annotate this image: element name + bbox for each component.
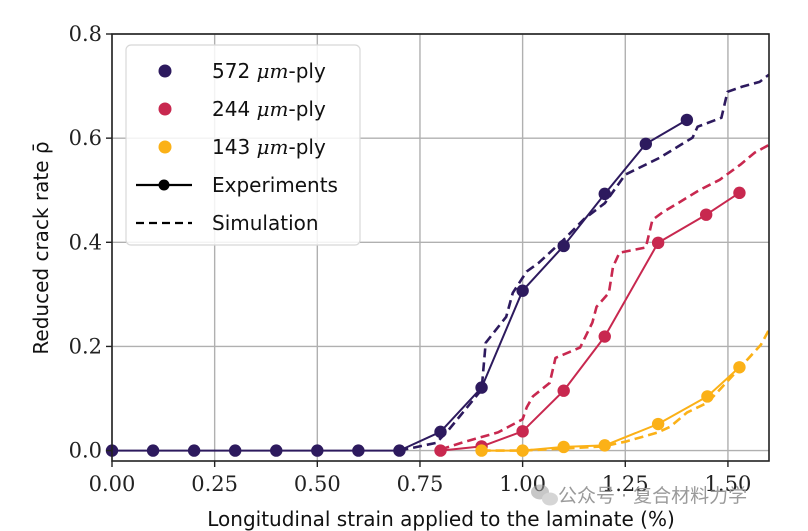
data-point — [516, 425, 529, 438]
data-point — [651, 417, 665, 431]
legend-marker — [158, 102, 172, 116]
x-tick-label: 1.50 — [705, 472, 752, 496]
watermark: 公众号 · 复合材料力学 — [531, 484, 747, 507]
data-point — [393, 444, 406, 457]
data-point — [701, 390, 714, 403]
y-tick-label: 0.6 — [69, 126, 102, 150]
data-point — [733, 361, 746, 374]
data-point — [516, 444, 529, 457]
x-tick-label: 0.50 — [294, 472, 341, 496]
data-point — [228, 444, 242, 457]
legend-marker — [158, 179, 170, 191]
legend-box — [125, 44, 361, 246]
series-line — [481, 366, 741, 452]
x-tick-label: 0.25 — [191, 472, 238, 496]
data-point — [352, 444, 365, 457]
legend: 572 μm-ply 244 μm-ply 143 μm-ply Experiment… — [125, 44, 361, 246]
data-point — [311, 444, 324, 457]
legend-item: Experiments — [136, 173, 338, 197]
data-point — [699, 208, 713, 221]
data-point — [475, 444, 488, 457]
legend-label: 244 μm-ply — [212, 97, 326, 121]
data-point — [557, 384, 570, 397]
data-point — [270, 444, 283, 457]
legend-label: 143 μm-ply — [212, 135, 326, 159]
data-point — [598, 330, 611, 343]
series-layer — [105, 73, 771, 457]
legend-label: Simulation — [212, 211, 319, 235]
series-244-m-ply-simulation — [440, 143, 770, 451]
series-line — [440, 191, 740, 452]
legend-marker — [158, 140, 172, 154]
legend-item: Simulation — [136, 211, 319, 235]
legend-item: 572 μm-ply — [158, 59, 326, 83]
series-572-m-ply-simulation — [399, 73, 770, 452]
series-143-m-ply-experiments — [475, 361, 746, 457]
data-point — [639, 137, 653, 151]
x-tick-label: 0.00 — [89, 472, 136, 496]
series-line — [399, 73, 770, 452]
wechat-icon — [531, 484, 558, 506]
legend-item: 143 μm-ply — [158, 135, 326, 159]
data-point — [598, 187, 611, 201]
watermark-text: 公众号 · 复合材料力学 — [558, 485, 747, 507]
data-point — [475, 381, 488, 394]
data-point — [146, 444, 160, 457]
data-point — [516, 284, 529, 297]
series-572-m-ply-experiments — [105, 113, 694, 457]
y-tick-label: 0.0 — [69, 439, 102, 463]
legend-marker — [158, 64, 172, 78]
data-point — [434, 425, 447, 439]
x-tick-label: 1.25 — [602, 472, 649, 496]
series-244-m-ply-experiments — [434, 186, 746, 457]
x-tick-label: 0.75 — [397, 472, 444, 496]
y-axis-ticks: 0.0 0.2 0.4 0.6 0.8 — [69, 22, 112, 463]
y-tick-label: 0.4 — [69, 230, 102, 254]
plot-frame — [111, 33, 770, 462]
data-point — [598, 439, 611, 452]
series-line — [440, 143, 770, 451]
data-point — [434, 444, 447, 457]
legend-label: Experiments — [212, 173, 338, 197]
legend-item: 244 μm-ply — [158, 97, 326, 121]
data-point — [680, 113, 694, 127]
data-point — [651, 236, 665, 250]
y-tick-label: 0.8 — [69, 22, 102, 46]
x-axis-label: Longitudinal strain applied to the lamin… — [207, 507, 675, 531]
legend-label: 572 μm-ply — [212, 59, 326, 83]
y-axis-label: Reduced crack rate ρ̄ — [29, 141, 53, 354]
data-point — [557, 440, 570, 454]
data-point — [557, 239, 570, 253]
data-point — [733, 186, 746, 200]
y-tick-label: 0.2 — [69, 334, 102, 358]
data-point — [187, 444, 201, 457]
